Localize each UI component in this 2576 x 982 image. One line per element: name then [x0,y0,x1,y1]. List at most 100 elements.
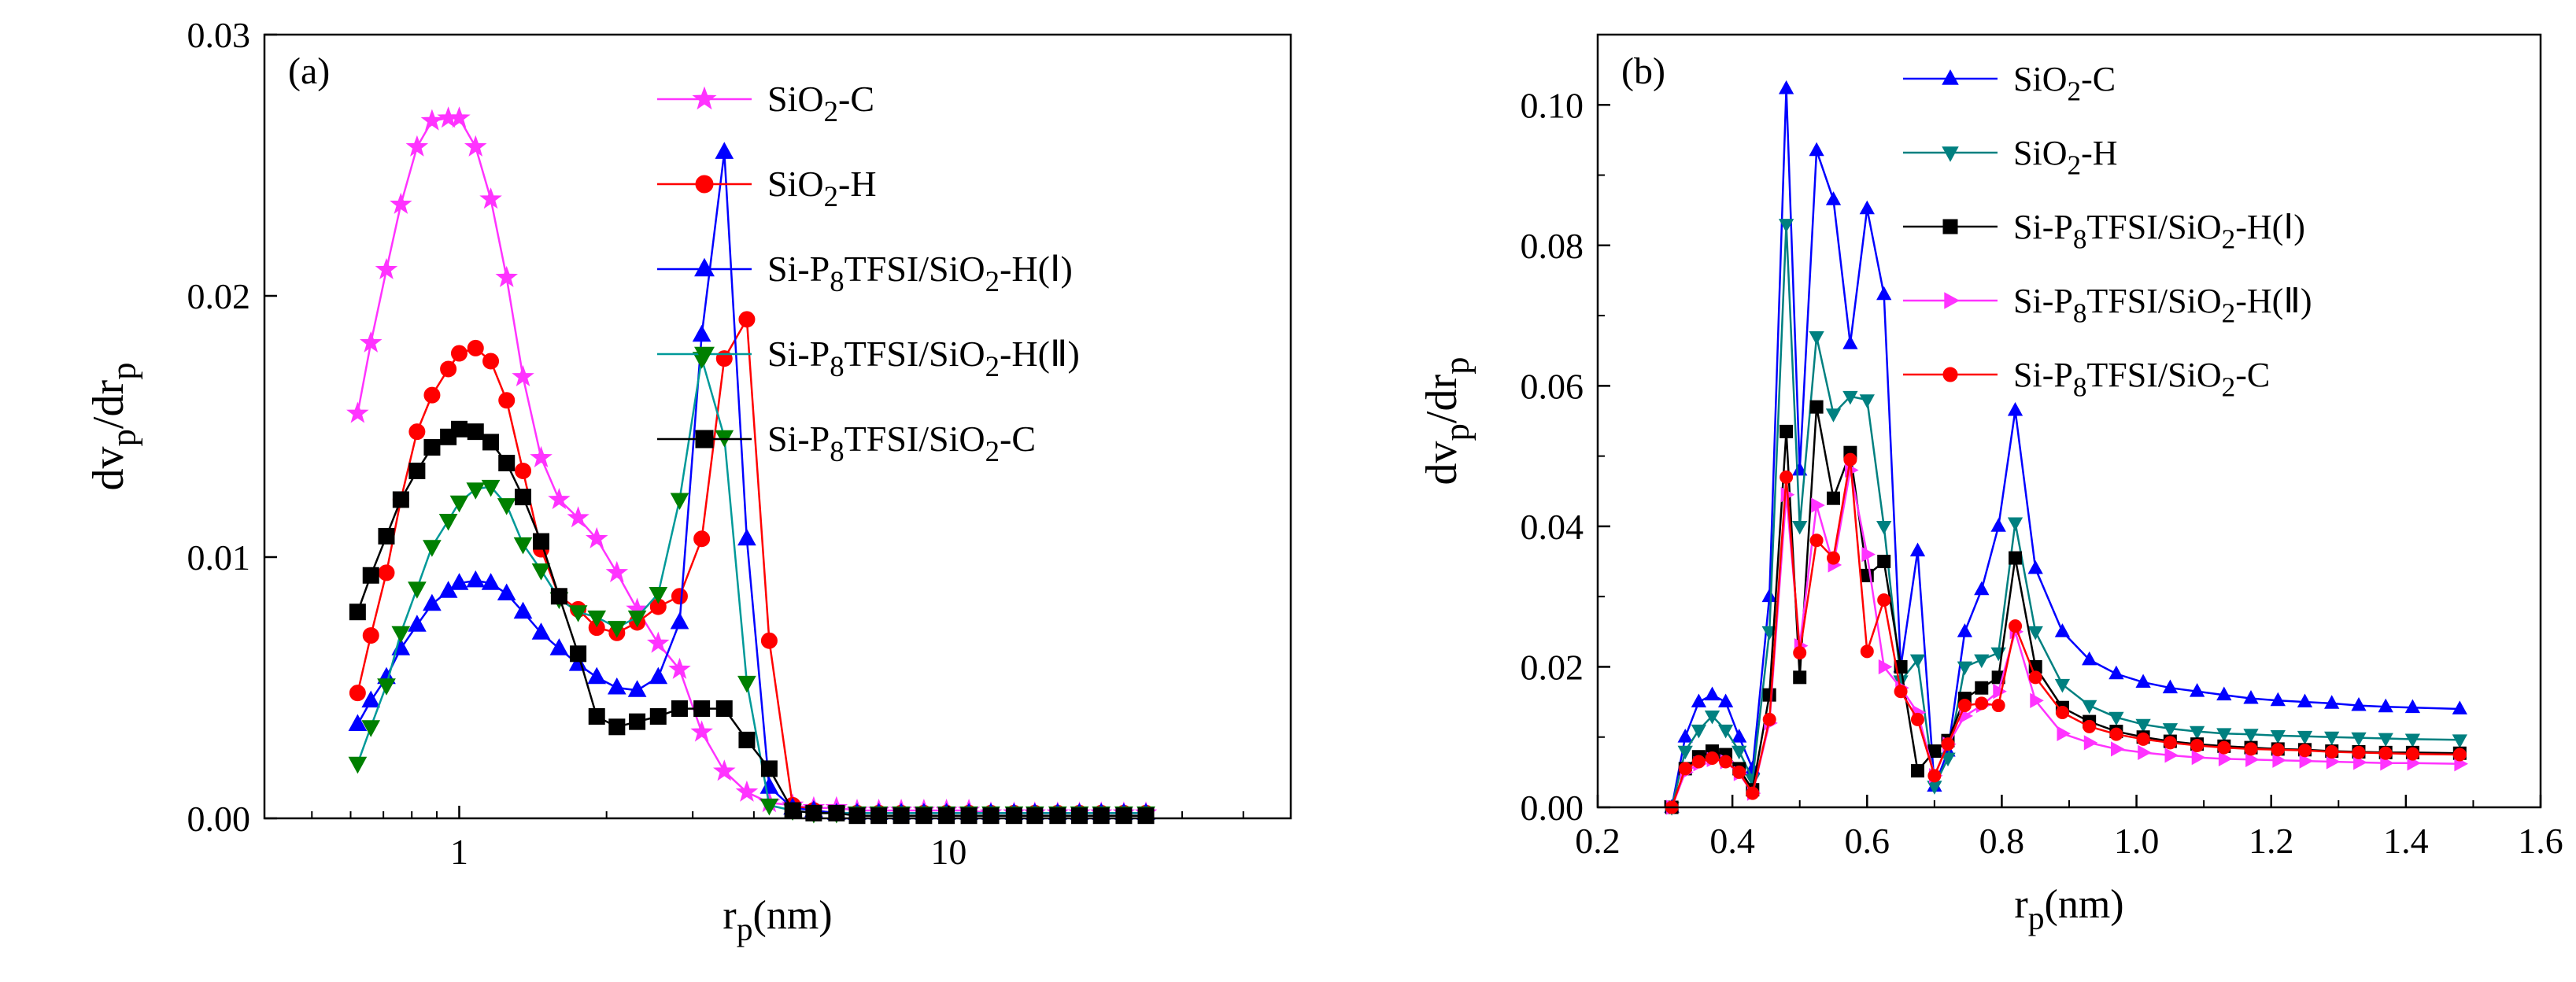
legend-label-part: 2 [2222,223,2236,254]
data-point [1717,724,1734,739]
data-point [2111,741,2125,757]
data-point [466,482,486,500]
data-point [2109,727,2123,741]
y-axis-label-part: dv [1417,441,1466,485]
series-line [1670,88,2460,808]
data-point [466,570,486,588]
data-point [2007,517,2023,532]
legend-marker [1944,292,1960,309]
data-point [391,626,411,644]
legend-marker [692,86,717,110]
x-tick-label: 1.0 [2114,821,2160,861]
data-point [2108,711,2124,726]
data-point [1843,452,1857,467]
data-point [361,720,381,737]
data-point [2243,729,2259,743]
data-point [1793,646,1807,660]
legend-label: Si-P8TFSI/SiO2-H(Ⅰ) [767,249,1073,297]
legend-label-part: Si-P [767,249,830,289]
legend-label-part: SiO [767,79,824,119]
y-tick-label: 0.02 [187,276,251,316]
data-point [1910,764,1924,778]
data-point [423,386,441,404]
data-point [408,423,426,441]
data-point [629,713,646,730]
data-point [738,311,756,328]
data-point [960,807,978,825]
data-point [1809,400,1824,414]
data-point [784,802,801,819]
legend-label-part: 2 [985,435,1000,467]
data-point [482,434,500,451]
data-point [1811,497,1825,513]
legend-label-part: -H [838,164,877,204]
data-point [359,330,383,353]
data-point [405,135,429,157]
data-point [1827,551,1840,565]
data-point [2189,683,2205,697]
data-point [2216,728,2232,742]
legend-label: Si-P8TFSI/SiO2-H(Ⅱ) [2013,282,2312,328]
data-point [627,680,647,697]
legend-label-part: 2 [985,350,1000,382]
x-axis-label-part: (nm) [2045,882,2124,927]
data-point [649,587,668,604]
legend: SiO2-CSiO2-HSi-P8TFSI/SiO2-H(Ⅰ)Si-P8TFSI… [657,79,1080,467]
legend-label-part: TFSI/SiO [844,419,985,459]
data-point [870,807,888,825]
legend-item: Si-P8TFSI/SiO2-H(Ⅰ) [657,249,1073,297]
x-tick-label: 0.2 [1575,821,1621,861]
legend-item: Si-P8TFSI/SiO2-H(Ⅰ) [1903,208,2305,254]
data-point [587,610,607,628]
data-point [759,798,779,816]
legend-item: SiO2-C [1903,60,2116,106]
panel-label: (a) [288,50,330,92]
data-point [449,495,469,513]
data-point [2057,725,2072,741]
data-point [1859,394,1875,408]
data-point [588,708,605,725]
y-axis-label-part: p [104,429,143,446]
data-point [693,530,711,548]
data-point [1809,533,1824,548]
data-point [1691,724,1707,739]
data-point [1762,712,1776,726]
legend-label-part: TFSI/SiO [844,334,985,374]
legend-label: Si-P8TFSI/SiO2-H(Ⅰ) [2013,208,2305,254]
data-point [737,675,756,693]
data-point [2217,740,2231,755]
data-point [1975,696,1989,711]
data-point [1115,807,1133,825]
legend-label-part: 8 [830,435,844,467]
data-point [693,700,711,718]
data-point [1940,752,1956,767]
data-point [692,324,711,342]
legend-label: SiO2-C [767,79,874,127]
data-point [2298,744,2312,758]
data-point [2009,619,2023,633]
legend-label-part: TFSI/SiO [844,249,985,289]
data-point [2324,731,2340,746]
data-point [2272,752,2286,768]
data-point [467,423,484,441]
x-tick-label: 1.6 [2518,821,2563,861]
data-point [2378,733,2393,748]
data-point [450,420,468,437]
x-tick-label: 1.4 [2383,821,2429,861]
data-point [2270,730,2286,744]
data-point [548,488,571,510]
y-tick-label: 0.06 [1521,366,1584,406]
data-point [438,514,458,531]
data-point [1717,693,1734,707]
data-point [498,454,516,471]
legend-item: Si-P8TFSI/SiO2-C [657,419,1036,467]
legend-label-part: -C [2081,60,2116,98]
data-point [2190,738,2205,752]
legend-label-part: -H(Ⅱ) [2235,282,2312,320]
data-point [671,700,688,718]
panel-a: 0.000.010.020.031 10(a)rp(nm)dvp/drpSiO2-… [84,15,1292,947]
data-point [670,493,689,511]
data-point [2270,692,2286,707]
legend-label-part: 8 [830,265,844,297]
data-point [513,601,533,619]
